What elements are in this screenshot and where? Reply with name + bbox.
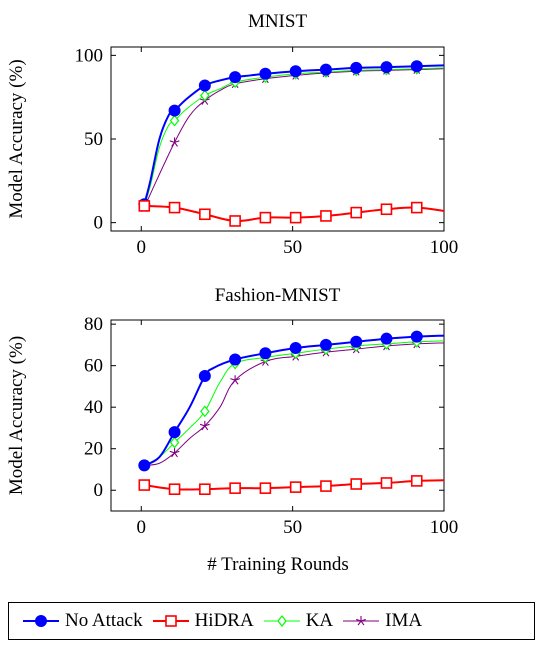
data-point-hidra (229, 215, 241, 227)
x-axis-label: # Training Rounds (207, 554, 348, 575)
data-point-no-attack (380, 61, 393, 74)
data-point-ima (169, 447, 180, 458)
data-point-hidra (289, 211, 302, 224)
x-tick-label: 50 (283, 517, 302, 538)
data-point-hidra (350, 206, 363, 219)
y-tick-label: 50 (84, 129, 103, 150)
fashion-mnist-chart: Fashion-MNIST Model Accuracy (%) 0 50 100 0 20… (6, 285, 458, 538)
x-tick-label: 0 (137, 237, 147, 258)
data-point-ka (169, 114, 180, 127)
data-point-ka (169, 436, 180, 449)
diamond-marker-icon (263, 615, 300, 627)
data-point-ima (169, 137, 180, 147)
data-point-hidra (320, 480, 332, 492)
data-point-hidra (380, 477, 393, 489)
data-point-hidra (138, 479, 151, 491)
y-tick-label: 20 (84, 439, 103, 460)
data-point-hidra (168, 201, 181, 214)
data-point-no-attack (168, 426, 181, 439)
y-tick-label: 40 (84, 397, 103, 418)
legend-item-ima: IMA (343, 610, 422, 632)
data-point-hidra (199, 483, 211, 496)
legend-item-hidra: HiDRA (152, 610, 254, 632)
data-point-hidra (320, 210, 332, 222)
legend-label: KA (305, 610, 334, 631)
data-point-hidra (168, 483, 181, 496)
data-point-no-attack (259, 67, 272, 80)
y-tick-label: 0 (94, 480, 104, 501)
series-line-ka (143, 67, 445, 207)
data-point-hidra (410, 475, 423, 487)
data-point-no-attack (350, 61, 363, 74)
data-point-ima (230, 375, 241, 385)
data-point-no-attack (410, 330, 423, 343)
mnist-chart: MNIST Model Accuracy (%) 0 50 100 0 50 100 (6, 11, 458, 258)
data-point-ima (199, 420, 210, 431)
x-tick-label: 50 (283, 237, 302, 258)
circle-marker-icon (23, 615, 59, 627)
legend-marker (164, 615, 177, 627)
data-point-hidra (259, 211, 272, 224)
x-tick-label: 100 (430, 517, 459, 538)
data-point-no-attack (319, 63, 332, 76)
data-point-no-attack (410, 60, 423, 73)
x-tick-label: 0 (137, 517, 147, 538)
legend-marker (276, 615, 287, 627)
data-point-hidra (380, 203, 393, 216)
y-axis-label: Model Accuracy (%) (6, 59, 27, 218)
data-point-no-attack (289, 342, 302, 355)
series-line-ka (144, 340, 445, 466)
legend-item-no-attack: No Attack (23, 610, 143, 632)
data-point-hidra (259, 482, 272, 494)
plot-frame (110, 46, 445, 232)
star-marker-icon (343, 616, 380, 626)
y-tick-label: 60 (84, 356, 103, 377)
legend-item-ka: KA (263, 610, 334, 632)
data-point-ka (200, 89, 210, 102)
legend-label: IMA (385, 610, 423, 631)
legend-label: HiDRA (194, 610, 254, 631)
data-point-no-attack (138, 459, 151, 472)
x-tick-label: 100 (430, 237, 459, 258)
data-point-hidra (289, 481, 302, 493)
data-point-no-attack (168, 104, 181, 117)
plot-frame (110, 319, 445, 512)
data-point-no-attack (229, 353, 242, 366)
data-point-no-attack (198, 79, 211, 92)
data-point-hidra (199, 208, 211, 221)
legend-label: No Attack (65, 610, 143, 631)
series-line-ima (144, 342, 445, 466)
data-point-no-attack (350, 335, 363, 348)
data-point-hidra (350, 478, 363, 490)
data-point-no-attack (198, 370, 211, 383)
legend-marker (356, 616, 367, 626)
y-tick-label: 80 (84, 314, 103, 335)
figure-canvas: MNIST Model Accuracy (%) 0 50 100 0 50 100 Fash… (6, 11, 458, 575)
legend-marker (35, 615, 47, 627)
data-point-hidra (138, 200, 151, 212)
chart-title: Fashion-MNIST (215, 285, 341, 306)
data-point-no-attack (259, 347, 272, 360)
square-marker-icon (152, 615, 189, 627)
data-point-ka (200, 405, 210, 418)
y-axis-label: Model Accuracy (%) (6, 336, 27, 495)
y-tick-label: 100 (75, 45, 104, 66)
chart-title: MNIST (248, 11, 308, 32)
y-tick-label: 0 (94, 213, 104, 234)
data-point-hidra (410, 201, 423, 214)
legend: No Attack HiDRA KA IMA (8, 602, 535, 640)
data-point-no-attack (319, 338, 332, 351)
data-point-no-attack (380, 332, 393, 345)
data-point-no-attack (229, 71, 242, 84)
series-line-no-attack (143, 64, 445, 205)
data-point-hidra (229, 482, 241, 494)
data-point-no-attack (289, 65, 302, 78)
series-line-ima (143, 68, 445, 208)
